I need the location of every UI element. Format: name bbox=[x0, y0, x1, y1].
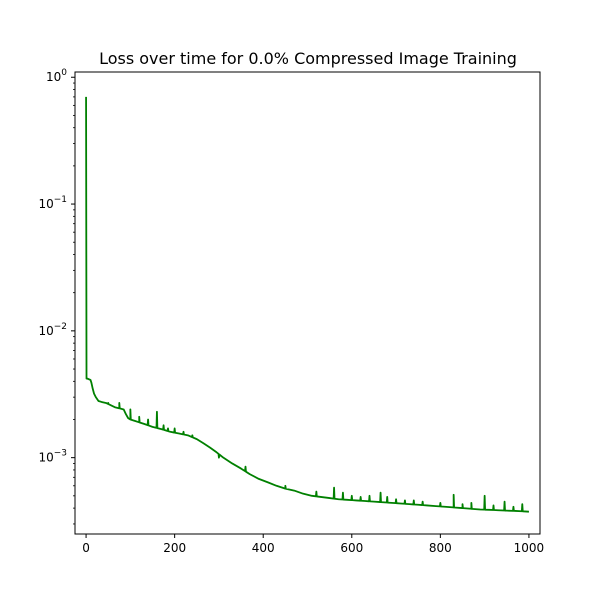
chart-title: Loss over time for 0.0% Compressed Image… bbox=[99, 49, 517, 68]
x-tick-label: 400 bbox=[252, 541, 275, 555]
x-tick-label: 600 bbox=[340, 541, 363, 555]
y-tick-label: 10−1 bbox=[38, 195, 67, 211]
y-tick-label: 10−3 bbox=[38, 449, 67, 465]
y-tick-label: 10−2 bbox=[38, 322, 67, 338]
series-line-0 bbox=[85, 96, 529, 513]
plot-area bbox=[85, 96, 529, 513]
x-tick-label: 0 bbox=[82, 541, 90, 555]
x-tick-label: 800 bbox=[429, 541, 452, 555]
x-tick-label: 1000 bbox=[514, 541, 545, 555]
axes: 0 200 400 600 800 1000 10−3 10−2 10−1 100 bbox=[38, 68, 544, 555]
x-tick-label: 200 bbox=[163, 541, 186, 555]
y-tick-label: 100 bbox=[46, 68, 67, 84]
axes-frame bbox=[74, 71, 541, 535]
